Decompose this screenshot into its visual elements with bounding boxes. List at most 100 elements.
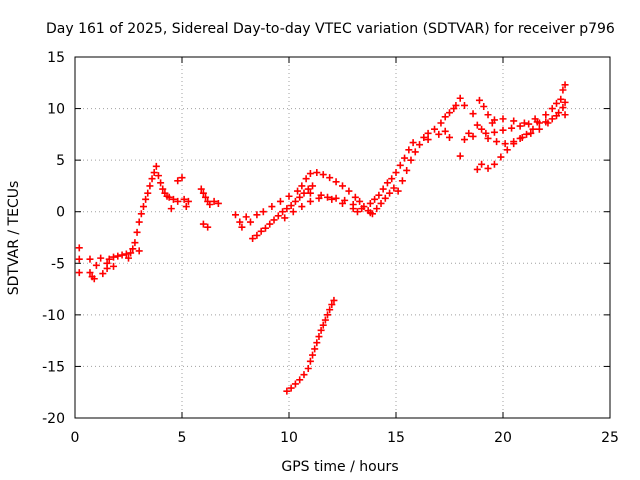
data-point-tracks-late [490, 116, 498, 124]
data-point-tracks-afternoon [424, 129, 432, 137]
data-point-tracks-early [99, 270, 107, 278]
data-point-tracks-late [508, 124, 516, 132]
data-point-tracks-midday [259, 208, 267, 216]
data-point-tracks-afternoon [416, 141, 424, 149]
data-point-tracks-early [182, 203, 190, 211]
data-point-track-outlier [326, 306, 334, 314]
data-point-tracks-early [110, 253, 118, 261]
data-point-tracks-afternoon [403, 166, 411, 174]
data-point-tracks-late [535, 119, 543, 127]
chart-title: Day 161 of 2025, Sidereal Day-to-day VTE… [46, 21, 615, 37]
y-tick-label: 5 [56, 153, 65, 169]
y-tick-label: 15 [47, 50, 65, 66]
data-point-tracks-afternoon [437, 119, 445, 127]
data-point-tracks-early [206, 200, 214, 208]
data-point-tracks-afternoon [446, 133, 453, 141]
data-point-tracks-midday [304, 185, 312, 193]
data-point-tracks-early [199, 189, 207, 197]
x-tick-label: 10 [280, 430, 298, 446]
data-point-tracks-early [103, 264, 111, 272]
data-point-tracks-afternoon [431, 125, 439, 133]
data-point-tracks-late [548, 105, 556, 113]
data-point-tracks-early [199, 220, 207, 228]
data-point-track-outlier [328, 301, 336, 309]
data-point-tracks-midday [298, 203, 306, 211]
data-point-tracks-midday [285, 192, 293, 200]
x-tick-label: 5 [178, 430, 187, 446]
data-point-track-outlier [330, 296, 338, 304]
data-point-track-outlier [296, 376, 304, 384]
x-tick-label: 0 [71, 430, 80, 446]
plot-frame [74, 56, 611, 419]
data-point-tracks-early [150, 169, 158, 177]
data-point-tracks-early [180, 195, 188, 203]
data-point-tracks-late [482, 129, 490, 137]
data-point-tracks-early [174, 177, 182, 185]
data-point-tracks-early [139, 203, 147, 211]
data-point-tracks-early [131, 239, 139, 247]
data-point-tracks-midday [306, 170, 314, 178]
data-point-tracks-late [529, 125, 537, 133]
data-point-tracks-midday [353, 208, 361, 216]
data-point-tracks-early [144, 189, 152, 197]
data-point-tracks-afternoon [452, 101, 460, 109]
data-point-tracks-midday [345, 187, 353, 195]
data-point-tracks-midday [351, 193, 359, 201]
data-point-tracks-midday [242, 213, 250, 221]
data-point-tracks-early [184, 197, 192, 205]
data-point-tracks-early [86, 269, 94, 277]
data-point-tracks-afternoon [386, 189, 394, 197]
data-point-tracks-late [484, 164, 492, 172]
data-point-tracks-early [159, 185, 167, 193]
data-point-tracks-early [210, 197, 218, 205]
data-point-tracks-midday [279, 208, 287, 216]
data-point-tracks-midday [257, 227, 265, 235]
data-point-tracks-afternoon [473, 165, 481, 173]
data-point-tracks-early [214, 199, 222, 207]
data-point-tracks-afternoon [368, 210, 376, 218]
data-point-tracks-late [525, 120, 533, 128]
data-point-tracks-afternoon [420, 133, 428, 141]
y-tick-label: -15 [42, 359, 65, 375]
data-point-tracks-afternoon [424, 136, 432, 144]
data-point-tracks-late [473, 121, 481, 129]
data-point-tracks-afternoon [394, 187, 402, 195]
data-point-tracks-early [148, 175, 156, 183]
data-point-track-outlier [319, 321, 327, 329]
data-point-tracks-late [520, 119, 528, 127]
data-point-tracks-late [542, 111, 550, 119]
data-point-tracks-midday [281, 214, 289, 222]
data-point-tracks-midday [332, 178, 340, 186]
data-point-tracks-midday [270, 216, 278, 224]
data-point-tracks-late [559, 86, 567, 94]
data-point-tracks-afternoon [373, 205, 381, 213]
data-point-tracks-midday [296, 193, 304, 201]
data-point-tracks-early [197, 185, 205, 193]
data-point-tracks-early [75, 255, 83, 263]
data-point-tracks-midday [266, 220, 274, 228]
data-point-tracks-late [544, 119, 552, 127]
data-point-tracks-early [122, 250, 130, 258]
data-point-tracks-midday [302, 175, 310, 183]
data-point-tracks-midday [300, 189, 308, 197]
data-point-tracks-afternoon [411, 148, 419, 156]
data-point-tracks-early [129, 245, 137, 253]
data-point-tracks-midday [326, 174, 334, 182]
data-point-tracks-midday [298, 182, 306, 190]
data-point-track-outlier [309, 351, 317, 359]
data-point-tracks-early [178, 174, 186, 182]
y-tick-label: -5 [51, 256, 65, 272]
data-point-tracks-late [497, 153, 505, 161]
data-point-tracks-early [75, 269, 83, 277]
data-point-tracks-midday [313, 169, 321, 177]
data-point-tracks-afternoon [375, 191, 383, 199]
y-tick-label: 10 [47, 102, 65, 118]
data-point-tracks-midday [291, 197, 299, 205]
data-point-tracks-midday [349, 205, 357, 213]
data-point-tracks-early [152, 162, 160, 170]
data-point-tracks-midday [276, 197, 284, 205]
data-point-track-outlier [306, 357, 314, 365]
data-point-tracks-early [86, 255, 94, 263]
data-point-tracks-midday [358, 205, 366, 213]
